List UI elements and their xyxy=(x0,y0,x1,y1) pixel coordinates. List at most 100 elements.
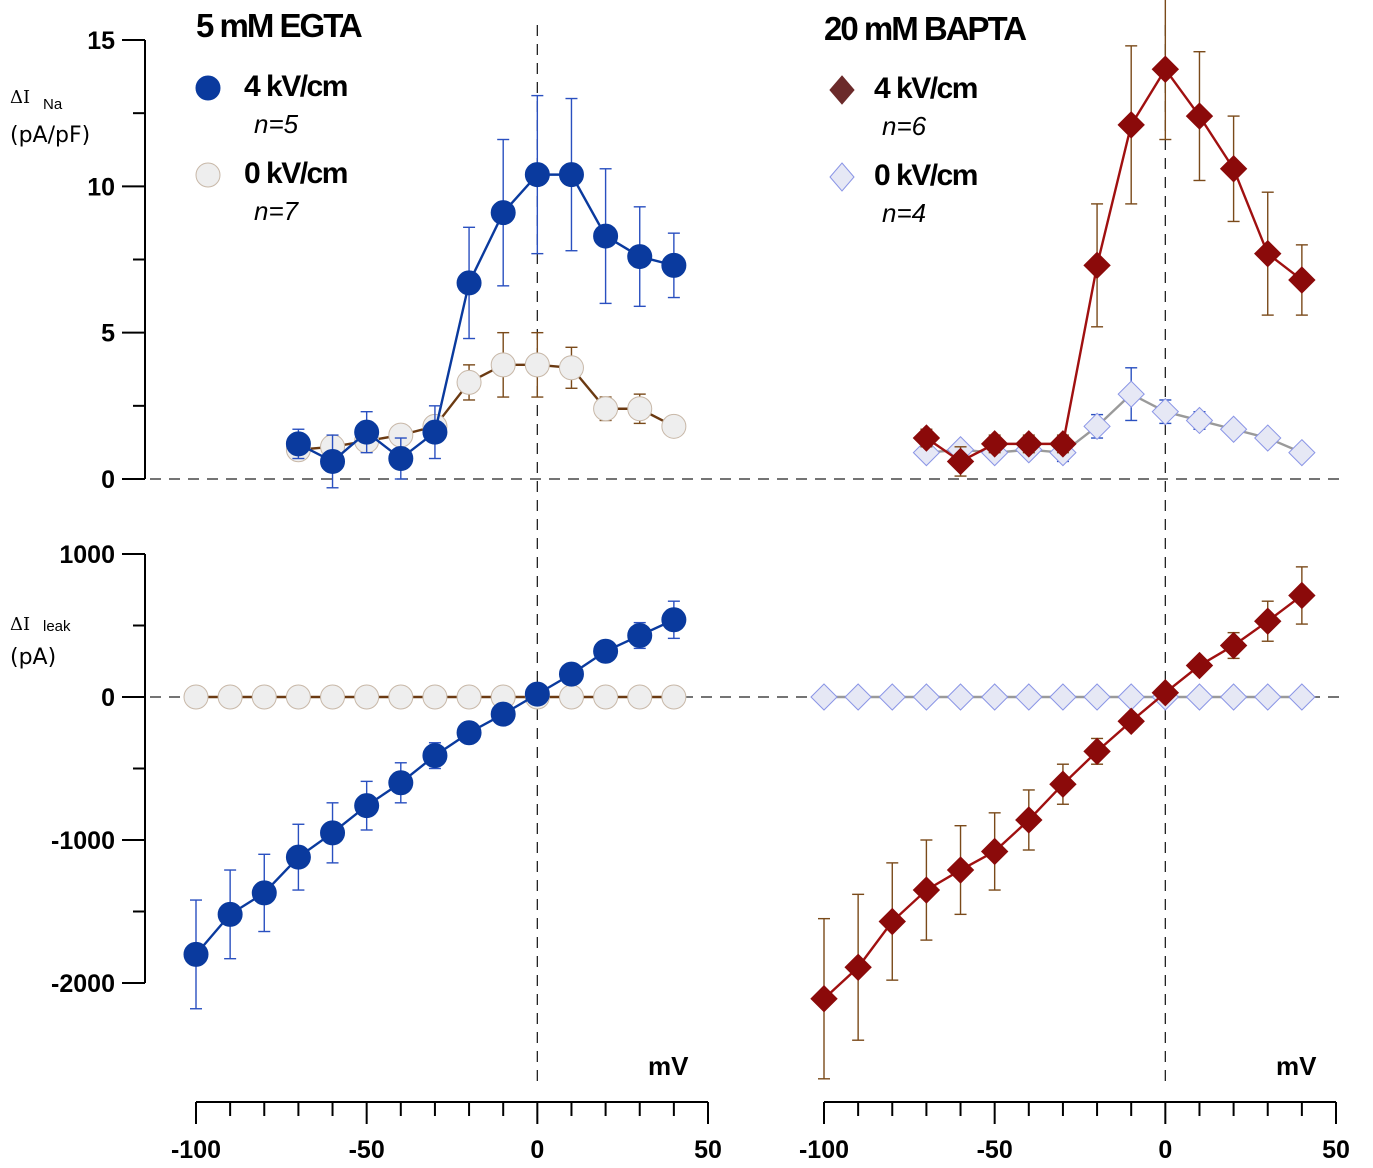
data-point xyxy=(1117,111,1145,139)
left-x-tick-label: 50 xyxy=(694,1136,722,1164)
data-point xyxy=(980,837,1009,866)
bottom-y-tick-label: 1000 xyxy=(59,541,115,569)
data-point xyxy=(661,607,687,633)
left-x-tick-label: 0 xyxy=(530,1136,544,1164)
data-point xyxy=(1015,806,1043,834)
data-point xyxy=(183,941,209,967)
top-y-axis-label: ΔI Na (pA/pF) xyxy=(10,87,90,148)
data-point xyxy=(661,252,687,278)
data-point xyxy=(912,438,941,467)
data-point xyxy=(946,856,975,884)
data-point xyxy=(388,446,414,472)
left-x-tick-label: -100 xyxy=(171,1136,221,1164)
series-bottom-left-4-kv-cm xyxy=(183,600,687,1010)
panel-bottom-right xyxy=(810,566,1316,1080)
panel-top-left xyxy=(285,94,687,489)
data-point xyxy=(183,684,209,710)
left-legend: 4 kV/cm n=5 0 kV/cm n=7 xyxy=(195,70,348,226)
data-point xyxy=(1219,683,1248,711)
data-point xyxy=(558,162,584,188)
data-point xyxy=(627,396,653,422)
data-point xyxy=(1015,683,1043,711)
data-point xyxy=(1185,406,1214,435)
bottom-ylabel-delta: ΔI xyxy=(10,614,30,635)
data-point xyxy=(810,683,838,711)
data-point xyxy=(1288,266,1316,294)
data-point xyxy=(1117,707,1145,736)
data-point xyxy=(524,352,550,378)
data-point xyxy=(285,431,311,457)
left-x-tick-label: -50 xyxy=(349,1136,385,1164)
bottom-y-tick-label: 0 xyxy=(101,684,115,712)
data-point xyxy=(456,270,482,296)
data-point xyxy=(251,880,277,906)
data-point xyxy=(946,683,975,711)
data-point xyxy=(980,683,1009,711)
data-point xyxy=(627,684,653,710)
data-point xyxy=(946,447,975,476)
data-point xyxy=(1219,631,1248,660)
data-point xyxy=(912,683,941,711)
axes: 0 5 10 15 -2000 -1000 0 1000 -100 -50 0 50 -100 -50 0 5… xyxy=(51,25,1350,1164)
data-point xyxy=(661,413,687,439)
data-point xyxy=(354,684,380,710)
data-point xyxy=(878,683,906,711)
right-legend: 4 kV/cm n=6 0 kV/cm n=4 xyxy=(829,72,978,228)
right-x-unit: mV xyxy=(1276,1051,1317,1081)
panel-top-right xyxy=(912,0,1316,477)
data-point xyxy=(1049,683,1077,711)
series-bottom-right-4-kv-cm xyxy=(810,566,1316,1080)
data-point xyxy=(1083,412,1111,441)
data-point xyxy=(320,820,346,846)
data-point xyxy=(844,953,872,981)
data-point xyxy=(456,684,482,710)
data-point xyxy=(285,684,311,710)
bottom-ylabel-unit: (pA) xyxy=(10,645,56,670)
data-point xyxy=(1288,438,1316,467)
bottom-ylabel-symbol: ΔI xyxy=(10,614,30,635)
data-point xyxy=(593,684,619,710)
data-point xyxy=(980,430,1009,458)
data-point xyxy=(320,684,346,710)
left-panel-title: 5 mM EGTA xyxy=(196,7,362,44)
panel-bottom-left xyxy=(183,600,687,1010)
data-point xyxy=(1185,683,1214,711)
data-point xyxy=(388,684,414,710)
data-point xyxy=(558,684,584,710)
data-point xyxy=(1117,380,1145,408)
data-point xyxy=(524,681,550,707)
data-point xyxy=(878,907,906,936)
data-point xyxy=(1254,607,1282,635)
data-point xyxy=(422,743,448,769)
top-ylabel-unit: (pA/pF) xyxy=(10,123,90,148)
series-bottom-right-0-kv-cm xyxy=(810,683,1316,711)
series-top-right-0-kv-cm xyxy=(912,367,1316,467)
legend-n-egta-0kv: n=7 xyxy=(254,196,300,226)
plot-area xyxy=(183,0,1316,1080)
right-x-tick-label: -50 xyxy=(977,1136,1013,1164)
legend-label-egta-4kv: 4 kV/cm xyxy=(244,70,347,103)
data-point xyxy=(1083,737,1111,766)
data-point xyxy=(1083,251,1111,280)
data-point xyxy=(627,244,653,270)
data-point xyxy=(558,355,584,381)
top-ylabel-subscript: Na xyxy=(43,96,63,113)
data-point xyxy=(1151,55,1180,83)
data-point xyxy=(388,770,414,796)
series-line xyxy=(297,173,675,463)
legend-label-bapta-0kv: 0 kV/cm xyxy=(874,159,977,192)
series-top-left-0-kv-cm xyxy=(285,331,687,463)
data-point xyxy=(661,684,687,710)
data-point xyxy=(217,684,243,710)
top-y-tick-label: 0 xyxy=(101,466,115,494)
data-point xyxy=(1083,683,1111,711)
data-point xyxy=(422,419,448,445)
data-point xyxy=(593,638,619,664)
data-point xyxy=(844,683,872,711)
right-x-tick-label: -100 xyxy=(799,1136,849,1164)
data-point xyxy=(456,369,482,395)
data-point xyxy=(490,352,516,378)
legend-marker-bapta-4kv xyxy=(829,75,855,105)
data-point xyxy=(1015,430,1043,458)
series-line xyxy=(925,67,1303,463)
